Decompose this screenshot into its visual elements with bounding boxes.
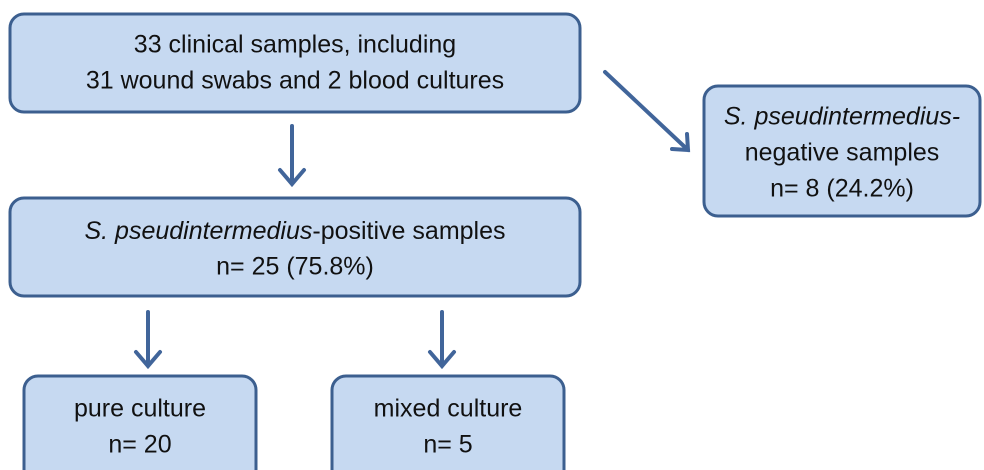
node-text: n= 5 bbox=[423, 431, 472, 459]
node-box bbox=[8, 196, 582, 298]
node-text: n= 8 (24.2%) bbox=[770, 175, 914, 203]
node-text: 31 wound swabs and 2 blood cultures bbox=[86, 67, 504, 95]
node-text: S. pseudintermedius-positive samples bbox=[84, 217, 505, 245]
arrows bbox=[134, 70, 691, 370]
node-text: mixed culture bbox=[374, 395, 523, 423]
arrow bbox=[428, 310, 456, 370]
node-box bbox=[8, 12, 582, 114]
node-text: n= 25 (75.8%) bbox=[216, 253, 374, 281]
node-text: 33 clinical samples, including bbox=[134, 31, 456, 59]
node-text-italic: S. pseudintermedius bbox=[84, 217, 312, 245]
node-box bbox=[702, 84, 982, 218]
node-text: n= 20 bbox=[108, 431, 171, 459]
node-box bbox=[22, 374, 258, 470]
node-text: negative samples bbox=[745, 139, 940, 167]
node-box bbox=[330, 374, 566, 470]
node-text: S. pseudintermedius- bbox=[724, 103, 960, 131]
arrow bbox=[603, 70, 691, 153]
arrow bbox=[134, 310, 162, 370]
arrow bbox=[278, 124, 306, 188]
node-text-rest: -positive samples bbox=[312, 217, 505, 245]
node-text: pure culture bbox=[74, 395, 206, 423]
